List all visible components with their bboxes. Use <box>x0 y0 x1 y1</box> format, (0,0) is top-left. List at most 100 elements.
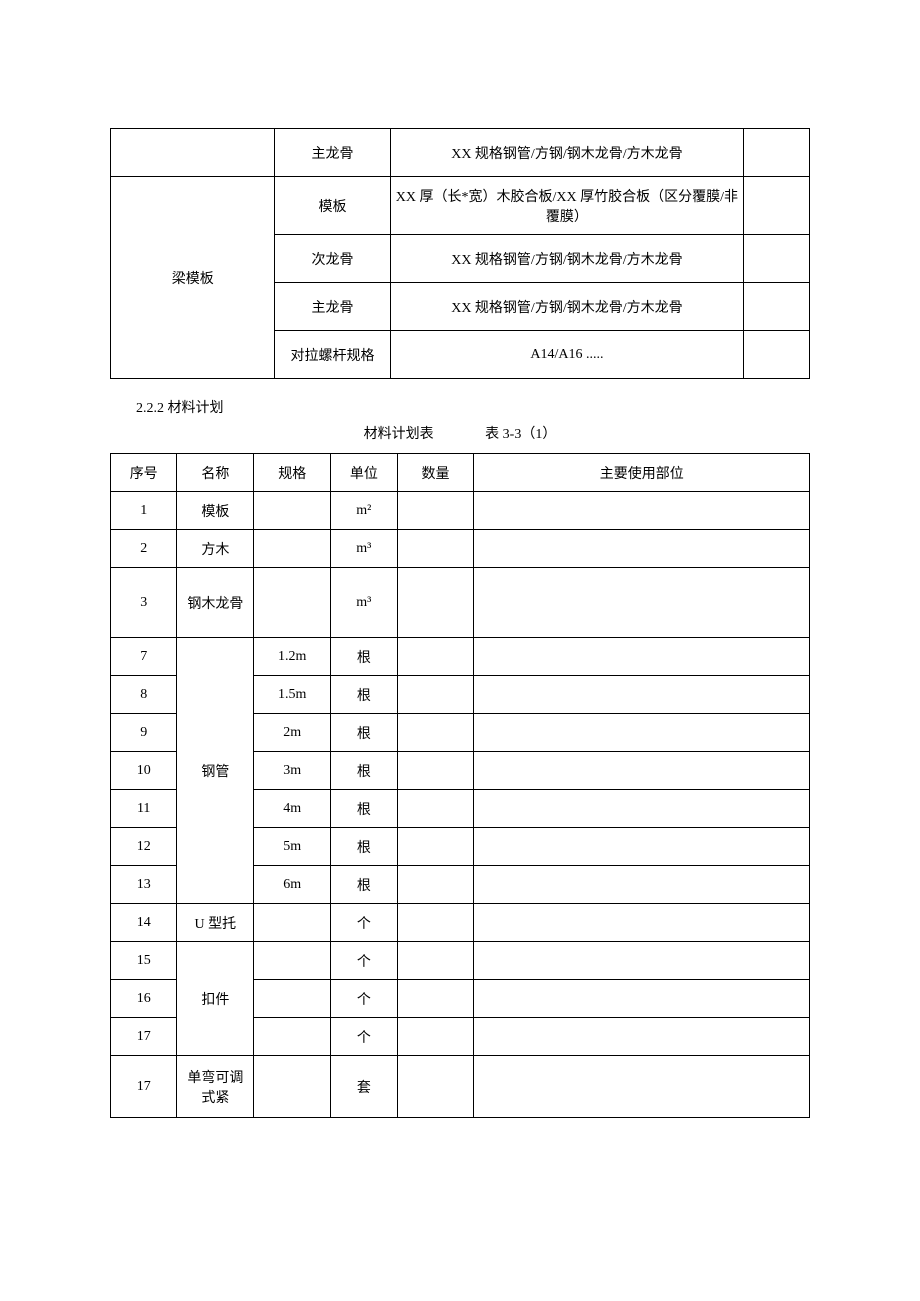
cell-unit: 个 <box>331 1018 397 1056</box>
table-spec: 主龙骨XX 规格钢管/方钢/钢木龙骨/方木龙骨梁模板模板XX 厚（长*宽）木胶合… <box>110 128 810 379</box>
cell-qty <box>397 942 474 980</box>
cell-unit: 根 <box>331 638 397 676</box>
cell-seq: 17 <box>111 1056 177 1118</box>
cell-unit: 根 <box>331 714 397 752</box>
cell-seq: 16 <box>111 980 177 1018</box>
cell-unit: 根 <box>331 752 397 790</box>
cell-name: 模板 <box>177 492 254 530</box>
cell-item: 模板 <box>275 177 390 235</box>
table-row: 梁模板模板XX 厚（长*宽）木胶合板/XX 厚竹胶合板（区分覆膜/非覆膜） <box>111 177 810 235</box>
cell-unit: 个 <box>331 904 397 942</box>
cell-seq: 3 <box>111 568 177 638</box>
cell-use <box>474 904 810 942</box>
cell-qty <box>397 1056 474 1118</box>
cell-unit: 个 <box>331 942 397 980</box>
cell-unit: m³ <box>331 530 397 568</box>
cell-name: 方木 <box>177 530 254 568</box>
cell-seq: 14 <box>111 904 177 942</box>
cell-seq: 9 <box>111 714 177 752</box>
table-row: 7钢管1.2m根 <box>111 638 810 676</box>
table2-caption-number: 表 3-3（1） <box>485 423 556 443</box>
table-row: 14U 型托个 <box>111 904 810 942</box>
cell-name: 单弯可调式紧 <box>177 1056 254 1118</box>
cell-component: 梁模板 <box>111 177 275 379</box>
cell-spec: 3m <box>254 752 331 790</box>
cell-qty <box>397 676 474 714</box>
cell-unit: 根 <box>331 790 397 828</box>
cell-extra <box>744 331 810 379</box>
table1-body: 主龙骨XX 规格钢管/方钢/钢木龙骨/方木龙骨梁模板模板XX 厚（长*宽）木胶合… <box>111 129 810 379</box>
cell-extra <box>744 235 810 283</box>
table2-caption: 材料计划表 表 3-3（1） <box>110 423 810 443</box>
cell-spec <box>254 904 331 942</box>
cell-use <box>474 752 810 790</box>
cell-spec <box>254 1056 331 1118</box>
cell-spec <box>254 1018 331 1056</box>
table2-head: 序号名称规格单位数量主要使用部位 <box>111 454 810 492</box>
cell-spec: XX 厚（长*宽）木胶合板/XX 厚竹胶合板（区分覆膜/非覆膜） <box>390 177 744 235</box>
cell-item: 主龙骨 <box>275 283 390 331</box>
cell-extra <box>744 177 810 235</box>
cell-use <box>474 790 810 828</box>
cell-spec: 1.2m <box>254 638 331 676</box>
cell-unit: 根 <box>331 828 397 866</box>
cell-qty <box>397 790 474 828</box>
cell-spec: 1.5m <box>254 676 331 714</box>
cell-seq: 8 <box>111 676 177 714</box>
table-header-cell: 序号 <box>111 454 177 492</box>
cell-unit: 根 <box>331 676 397 714</box>
cell-qty <box>397 1018 474 1056</box>
cell-spec <box>254 530 331 568</box>
cell-qty <box>397 568 474 638</box>
cell-use <box>474 492 810 530</box>
cell-spec: 2m <box>254 714 331 752</box>
cell-name: 扣件 <box>177 942 254 1056</box>
cell-seq: 2 <box>111 530 177 568</box>
table-row: 1模板 m² <box>111 492 810 530</box>
table-header-cell: 名称 <box>177 454 254 492</box>
table-row: 3钢木龙骨 m³ <box>111 568 810 638</box>
cell-seq: 7 <box>111 638 177 676</box>
cell-unit: m³ <box>331 568 397 638</box>
cell-spec: XX 规格钢管/方钢/钢木龙骨/方木龙骨 <box>390 283 744 331</box>
document-content: 主龙骨XX 规格钢管/方钢/钢木龙骨/方木龙骨梁模板模板XX 厚（长*宽）木胶合… <box>110 128 810 1118</box>
cell-use <box>474 714 810 752</box>
table2-header-row: 序号名称规格单位数量主要使用部位 <box>111 454 810 492</box>
cell-seq: 1 <box>111 492 177 530</box>
table2-caption-title: 材料计划表 <box>364 423 434 443</box>
cell-use <box>474 638 810 676</box>
cell-qty <box>397 980 474 1018</box>
cell-extra <box>744 283 810 331</box>
cell-qty <box>397 714 474 752</box>
cell-spec: 6m <box>254 866 331 904</box>
cell-spec <box>254 568 331 638</box>
table2-body: 1模板m²2方木m³3钢木龙骨m³7钢管1.2m根81.5m根92m根103m根… <box>111 492 810 1118</box>
cell-spec <box>254 980 331 1018</box>
cell-item: 主龙骨 <box>275 129 390 177</box>
cell-item: 对拉螺杆规格 <box>275 331 390 379</box>
cell-seq: 12 <box>111 828 177 866</box>
cell-use <box>474 676 810 714</box>
cell-use <box>474 568 810 638</box>
table-material-plan: 序号名称规格单位数量主要使用部位 1模板m²2方木m³3钢木龙骨m³7钢管1.2… <box>110 453 810 1118</box>
cell-name: 钢木龙骨 <box>177 568 254 638</box>
table-row: 15扣件个 <box>111 942 810 980</box>
cell-use <box>474 980 810 1018</box>
cell-spec: 4m <box>254 790 331 828</box>
cell-unit: 根 <box>331 866 397 904</box>
cell-unit: m² <box>331 492 397 530</box>
cell-qty <box>397 492 474 530</box>
cell-qty <box>397 638 474 676</box>
cell-spec <box>254 492 331 530</box>
cell-use <box>474 530 810 568</box>
cell-seq: 15 <box>111 942 177 980</box>
table-header-cell: 数量 <box>397 454 474 492</box>
cell-qty <box>397 866 474 904</box>
table-row: 17单弯可调式紧 套 <box>111 1056 810 1118</box>
cell-spec: A14/A16 ..... <box>390 331 744 379</box>
section-heading: 2.2.2 材料计划 <box>136 397 810 417</box>
cell-use <box>474 942 810 980</box>
cell-use <box>474 828 810 866</box>
cell-unit: 套 <box>331 1056 397 1118</box>
cell-qty <box>397 752 474 790</box>
